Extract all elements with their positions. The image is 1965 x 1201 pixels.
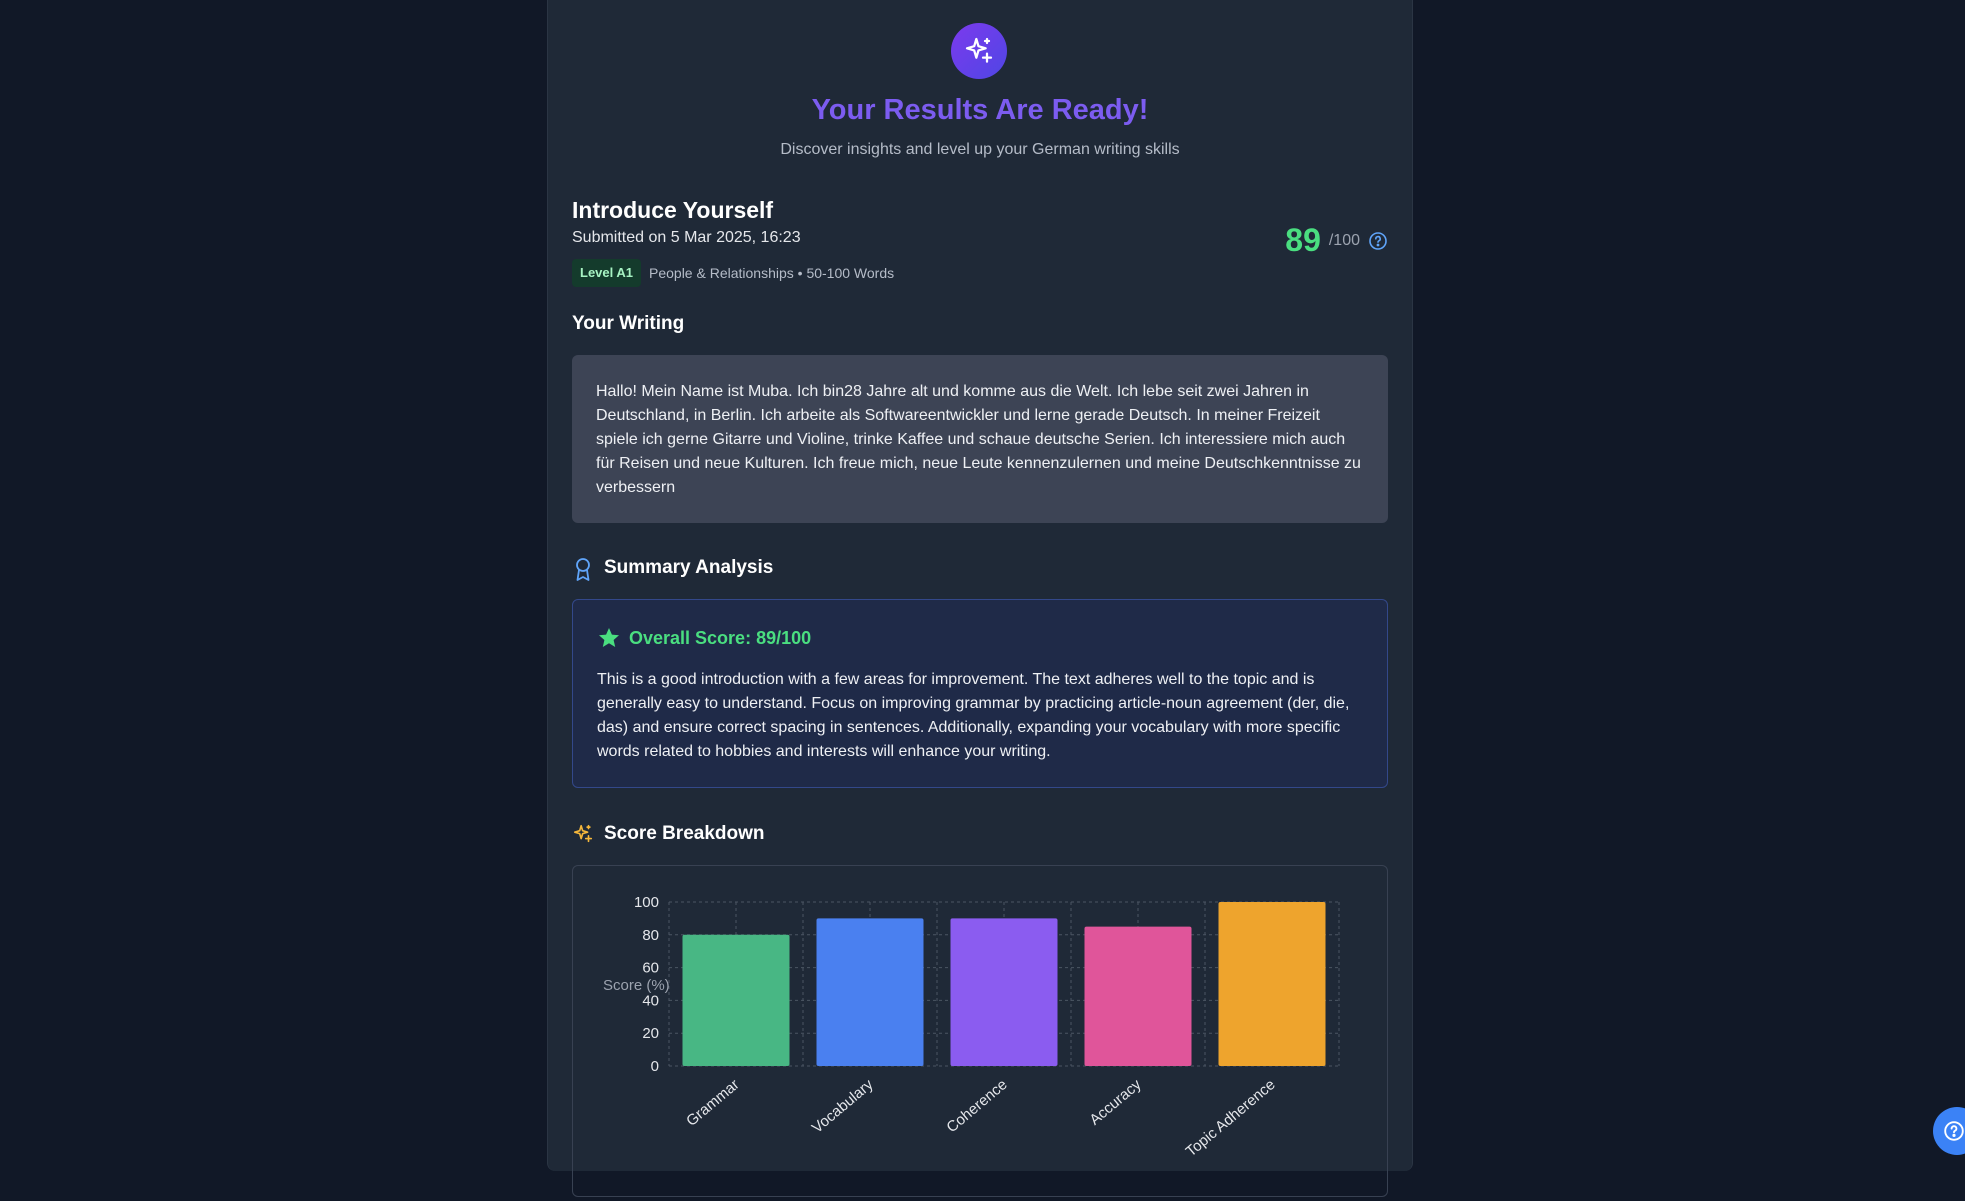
- level-badge: Level A1: [572, 259, 641, 287]
- y-tick-label: 100: [634, 894, 659, 911]
- help-circle-icon[interactable]: [1368, 231, 1388, 251]
- score-display: 89 /100: [1285, 222, 1388, 259]
- y-tick-label: 0: [651, 1058, 659, 1075]
- x-tick-label: Vocabulary: [809, 1076, 877, 1137]
- writing-box: Hallo! Mein Name ist Muba. Ich bin28 Jah…: [572, 355, 1388, 523]
- sparkles-icon: [572, 823, 594, 845]
- x-tick-label: Grammar: [683, 1076, 742, 1130]
- bar-grammar: [682, 934, 790, 1066]
- writing-heading: Your Writing: [572, 313, 685, 334]
- y-tick-label: 60: [642, 960, 659, 977]
- writing-text: Hallo! Mein Name ist Muba. Ich bin28 Jah…: [596, 383, 1361, 496]
- help-button[interactable]: [1933, 1107, 1965, 1155]
- y-tick-label: 40: [642, 992, 659, 1009]
- summary-box: Overall Score: 89/100 This is a good int…: [572, 599, 1388, 788]
- x-tick-label: Accuracy: [1086, 1076, 1145, 1129]
- sparkles-icon: [951, 23, 1007, 79]
- overall-score-label: Overall Score: 89/100: [629, 627, 812, 648]
- summary-text: This is a good introduction with a few a…: [597, 671, 1350, 760]
- page-title: Your Results Are Ready!: [811, 94, 1149, 126]
- score-max: /100: [1328, 231, 1360, 249]
- y-tick-label: 20: [642, 1025, 659, 1042]
- overall-score-row: Overall Score: 89/100: [597, 626, 811, 650]
- breakdown-heading: Score Breakdown: [604, 823, 765, 844]
- y-axis-label: Score (%): [603, 977, 670, 994]
- star-icon: [597, 626, 621, 650]
- task-meta: People & Relationships • 50-100 Words: [649, 265, 895, 281]
- bar-chart: 0 20 40 60 80 100 Grammar Vocabulary Coherence Ac…: [603, 894, 1340, 1160]
- bar-topic-adherence: [1218, 902, 1326, 1066]
- page-subtitle: Discover insights and level up your Germ…: [780, 141, 1180, 158]
- task-title: Introduce Yourself: [572, 197, 774, 223]
- award-icon: [572, 557, 594, 583]
- y-tick-label: 80: [642, 927, 659, 944]
- bar-accuracy: [1084, 926, 1192, 1066]
- submission-date: Submitted on 5 Mar 2025, 16:23: [572, 229, 801, 246]
- results-panel: Your Results Are Ready! Discover insight…: [547, 0, 1413, 1197]
- x-tick-label: Topic Adherence: [1183, 1076, 1279, 1160]
- x-tick-label: Coherence: [943, 1076, 1010, 1136]
- score-breakdown-chart: 0 20 40 60 80 100 Grammar Vocabulary Coherence Ac…: [572, 865, 1388, 1197]
- score-value: 89: [1285, 222, 1321, 258]
- summary-heading: Summary Analysis: [604, 557, 774, 578]
- bar-coherence: [950, 918, 1058, 1066]
- bar-vocabulary: [816, 918, 924, 1066]
